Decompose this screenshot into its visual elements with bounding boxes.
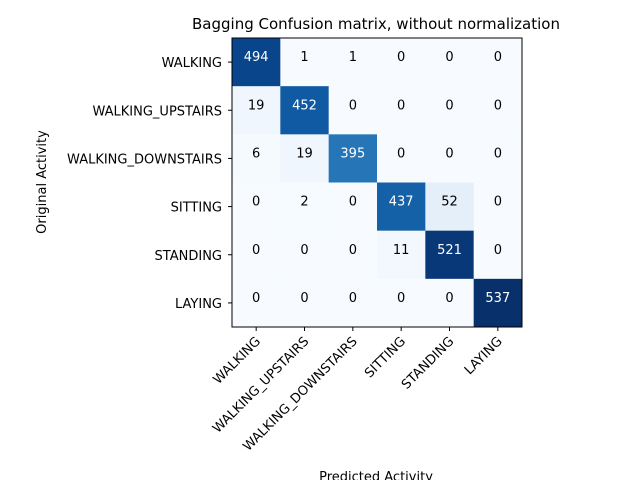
heatmap-cell-r4-c0 bbox=[232, 230, 281, 280]
cell-value-r3-c1: 2 bbox=[300, 195, 308, 210]
cell-value-r5-c4: 0 bbox=[445, 291, 453, 306]
heatmap-cell-r5-c0 bbox=[232, 278, 281, 328]
cell-value-r1-c0: 19 bbox=[248, 98, 265, 113]
cell-value-r3-c4: 52 bbox=[441, 195, 458, 210]
cell-value-r4-c3: 11 bbox=[393, 243, 410, 258]
cell-value-r1-c1: 452 bbox=[292, 98, 317, 113]
heatmap-cell-r1-c0 bbox=[232, 86, 281, 135]
cell-value-r2-c0: 6 bbox=[252, 146, 260, 161]
cell-value-r4-c5: 0 bbox=[494, 243, 502, 258]
heatmap-cell-r2-c0 bbox=[232, 134, 281, 183]
heatmap-cell-r1-c2 bbox=[328, 86, 378, 135]
cell-value-r2-c5: 0 bbox=[494, 146, 502, 161]
y-tick-label: SITTING bbox=[171, 201, 222, 216]
chart-title: Bagging Confusion matrix, without normal… bbox=[192, 15, 560, 33]
y-axis-label: Original Activity bbox=[35, 130, 50, 234]
cell-value-r5-c0: 0 bbox=[252, 291, 260, 306]
cell-value-labels: 494 1 1 0 0 019 452 0 0 0 06 19 395 0 0 00 2 0 437 52 00 0 0 11… bbox=[244, 50, 510, 306]
heatmap-cell-r0-c3 bbox=[377, 38, 426, 87]
heatmap-cell-r5-c1 bbox=[280, 278, 330, 328]
cell-value-r1-c4: 0 bbox=[445, 98, 453, 113]
y-tick-label: WALKING bbox=[162, 56, 222, 71]
cell-value-r5-c5: 537 bbox=[485, 291, 510, 306]
heatmap-cell-r2-c1 bbox=[280, 134, 330, 183]
heatmap-cell-r4-c1 bbox=[280, 230, 330, 280]
heatmap-cell-r2-c4 bbox=[425, 134, 475, 183]
cell-value-r1-c2: 0 bbox=[349, 98, 357, 113]
cell-value-r0-c4: 0 bbox=[445, 50, 453, 65]
cell-value-r3-c3: 437 bbox=[389, 195, 414, 210]
heatmap-cell-r1-c4 bbox=[425, 86, 475, 135]
cell-value-r4-c2: 0 bbox=[349, 243, 357, 258]
heatmap-cell-r5-c4 bbox=[425, 278, 475, 328]
heatmap-cell-r5-c5 bbox=[473, 278, 523, 328]
cell-value-r0-c2: 1 bbox=[349, 50, 357, 65]
y-axis: WALKING WALKING_UPSTAIRS WALKING_DOWNSTAIR… bbox=[67, 56, 232, 312]
cell-value-r3-c2: 0 bbox=[349, 195, 357, 210]
cell-value-r0-c1: 1 bbox=[300, 50, 308, 65]
heatmap-cell-r3-c4 bbox=[425, 182, 475, 232]
heatmap-cell-r0-c5 bbox=[473, 38, 523, 87]
cell-value-r2-c3: 0 bbox=[397, 146, 405, 161]
heatmap-cell-r2-c3 bbox=[377, 134, 426, 183]
x-axis-label: Predicted Activity bbox=[319, 470, 433, 480]
heatmap-cell-r0-c0 bbox=[232, 38, 281, 87]
heatmap-cell-r4-c4 bbox=[425, 230, 475, 280]
heatmap-cell-r2-c2 bbox=[328, 134, 378, 183]
heatmap-cell-r2-c5 bbox=[473, 134, 523, 183]
heatmap-cell-r0-c1 bbox=[280, 38, 330, 87]
cell-value-r3-c5: 0 bbox=[494, 195, 502, 210]
heatmap-cells bbox=[232, 38, 523, 328]
cell-value-r0-c3: 0 bbox=[397, 50, 405, 65]
cell-value-r2-c4: 0 bbox=[445, 146, 453, 161]
cell-value-r1-c5: 0 bbox=[494, 98, 502, 113]
heatmap-cell-r3-c3 bbox=[377, 182, 426, 232]
y-tick-label: WALKING_DOWNSTAIRS bbox=[67, 152, 222, 167]
cell-value-r0-c0: 494 bbox=[244, 50, 269, 65]
heatmap-cell-r1-c5 bbox=[473, 86, 523, 135]
heatmap-cell-r4-c5 bbox=[473, 230, 523, 280]
cell-value-r5-c3: 0 bbox=[397, 291, 405, 306]
heatmap-cell-r5-c3 bbox=[377, 278, 426, 328]
y-tick-label: STANDING bbox=[155, 249, 222, 264]
heatmap-cell-r3-c0 bbox=[232, 182, 281, 232]
y-tick-label: LAYING bbox=[175, 297, 222, 312]
cell-value-r4-c0: 0 bbox=[252, 243, 260, 258]
heatmap-cell-r3-c5 bbox=[473, 182, 523, 232]
cell-value-r1-c3: 0 bbox=[397, 98, 405, 113]
cell-value-r2-c2: 395 bbox=[340, 146, 365, 161]
cell-value-r5-c1: 0 bbox=[300, 291, 308, 306]
heatmap-cell-r1-c1 bbox=[280, 86, 330, 135]
heatmap-cell-r4-c3 bbox=[377, 230, 426, 280]
cell-value-r0-c5: 0 bbox=[494, 50, 502, 65]
cell-value-r5-c2: 0 bbox=[349, 291, 357, 306]
heatmap-cell-r4-c2 bbox=[328, 230, 378, 280]
heatmap-cell-r3-c1 bbox=[280, 182, 330, 232]
cell-value-r3-c0: 0 bbox=[252, 195, 260, 210]
cell-value-r4-c4: 521 bbox=[437, 243, 462, 258]
cell-value-r4-c1: 0 bbox=[300, 243, 308, 258]
plot-frame bbox=[231, 37, 523, 328]
cell-value-r2-c1: 19 bbox=[296, 146, 313, 161]
heatmap-cell-r3-c2 bbox=[328, 182, 378, 232]
heatmap-cell-r0-c2 bbox=[328, 38, 378, 87]
y-tick-label: WALKING_UPSTAIRS bbox=[93, 104, 223, 119]
heatmap-cell-r0-c4 bbox=[425, 38, 475, 87]
heatmap-cell-r1-c3 bbox=[377, 86, 426, 135]
heatmap-cell-r5-c2 bbox=[328, 278, 378, 328]
